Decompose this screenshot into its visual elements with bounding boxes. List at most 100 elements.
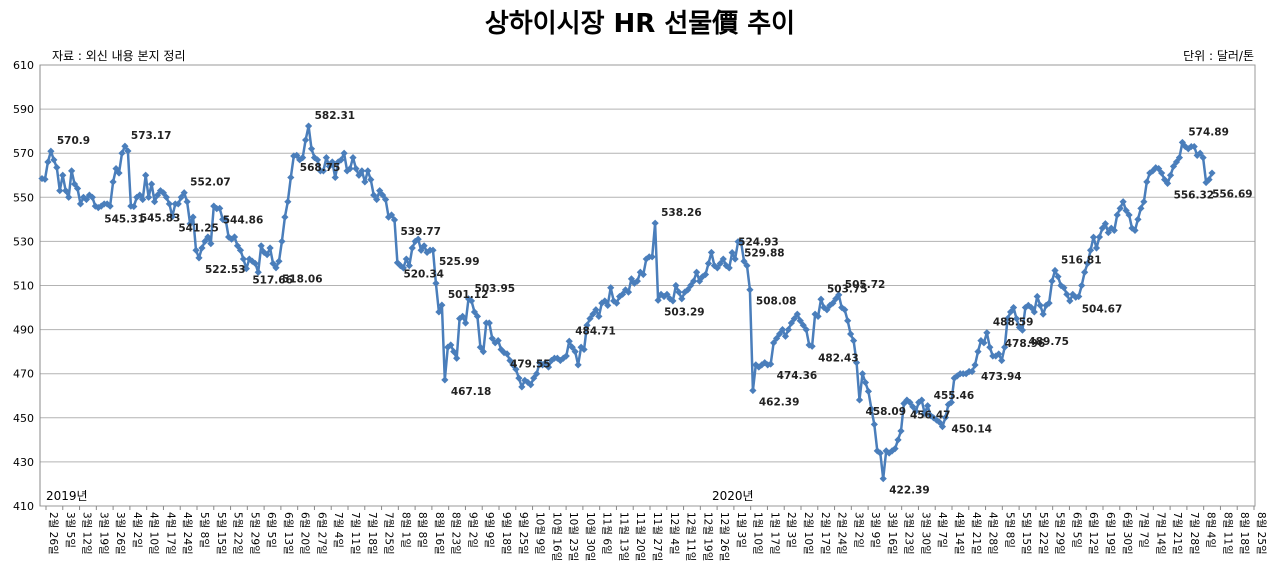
x-tick-label: 8월 4일: [1205, 512, 1218, 548]
data-point: [70, 180, 79, 188]
data-point: [50, 156, 58, 164]
data-point: [663, 290, 671, 298]
data-point: [1060, 284, 1068, 292]
data-point: [1086, 246, 1095, 254]
data-point: [233, 242, 242, 250]
data-point: [168, 212, 176, 221]
data-point: [1143, 178, 1151, 186]
data-point: [1169, 162, 1178, 171]
data-point: [355, 171, 363, 179]
data-point: [882, 447, 890, 455]
data-point: [109, 178, 117, 186]
x-tick-label: 5월 29일: [248, 512, 261, 555]
data-point: [648, 253, 656, 261]
data-point: [921, 409, 929, 417]
data-point: [142, 171, 150, 179]
data-label: 505.72: [845, 279, 886, 291]
data-point: [1001, 343, 1009, 351]
data-point: [414, 235, 422, 243]
data-point: [909, 403, 917, 411]
data-label: 529.88: [744, 248, 785, 260]
data-point: [1054, 273, 1062, 281]
data-label: 539.77: [400, 226, 441, 238]
data-point: [1208, 169, 1216, 177]
data-point: [376, 187, 384, 195]
data-point: [935, 418, 944, 426]
data-point: [633, 277, 641, 285]
data-point: [159, 189, 168, 197]
data-point: [713, 264, 721, 272]
data-point: [1101, 220, 1109, 228]
y-tick-label: 590: [13, 103, 34, 116]
data-point: [1166, 171, 1175, 179]
x-tick-label: 6월 12일: [1087, 512, 1100, 555]
x-tick-label: 6월 20일: [299, 512, 312, 555]
data-point: [1078, 281, 1086, 290]
data-point: [192, 246, 200, 254]
data-point: [41, 175, 49, 183]
data-point: [393, 259, 402, 267]
data-point: [476, 343, 484, 351]
x-tick-label: 8월 25일: [1255, 512, 1268, 555]
data-point: [242, 265, 250, 273]
data-label: 473.94: [981, 371, 1022, 383]
data-point: [565, 337, 573, 345]
data-point: [1012, 314, 1021, 323]
x-axis: 2월 26일 3월 5일 3월 12일 3월 19일 3월 26일 4월 2일 4월 10일…: [45, 506, 1268, 561]
data-point: [953, 372, 961, 380]
data-point: [586, 314, 594, 323]
data-point: [1092, 244, 1101, 252]
data-point: [651, 219, 659, 227]
data-point: [1030, 308, 1038, 316]
data-point: [826, 301, 834, 309]
data-point: [571, 348, 579, 356]
data-point: [838, 303, 846, 312]
data-point: [263, 251, 271, 259]
data-point: [296, 156, 304, 164]
data-point: [639, 270, 647, 279]
data-point: [1036, 301, 1044, 309]
data-label: 556.69: [1212, 189, 1253, 201]
data-point: [461, 319, 470, 327]
y-tick-label: 470: [13, 368, 34, 381]
data-point: [402, 255, 410, 263]
data-point: [145, 193, 153, 201]
data-point: [553, 354, 561, 362]
data-point: [177, 193, 185, 201]
x-tick-label: 5월 15일: [215, 512, 228, 555]
data-point: [136, 191, 144, 199]
x-tick-label: 7월 4일: [332, 512, 345, 548]
x-tick-label: 9월 2일: [466, 512, 479, 548]
data-label: 503.29: [664, 306, 705, 318]
data-point: [1063, 290, 1071, 298]
data-point: [547, 356, 556, 365]
x-tick-label: 8월 11일: [1221, 512, 1234, 555]
data-point: [1205, 176, 1213, 184]
data-point: [186, 220, 194, 228]
data-point: [1051, 266, 1059, 275]
data-point: [716, 259, 724, 268]
data-point: [941, 413, 950, 422]
x-tick-label: 12월 4일: [668, 512, 681, 555]
data-point: [536, 359, 544, 367]
data-point: [429, 246, 437, 254]
data-label: 545.31: [104, 214, 145, 226]
data-point: [1104, 228, 1112, 237]
data-point: [411, 237, 419, 245]
data-point: [725, 264, 733, 272]
data-point: [615, 292, 624, 301]
data-point: [1006, 308, 1015, 316]
x-tick-label: 2월 24일: [836, 512, 849, 555]
data-point: [304, 122, 313, 130]
data-point: [302, 136, 310, 144]
data-point: [562, 352, 570, 360]
x-tick-label: 4월 7일: [936, 512, 949, 548]
x-tick-label: 12월 11일: [685, 512, 698, 561]
data-point: [752, 361, 760, 369]
data-point: [841, 306, 849, 314]
data-point: [527, 381, 535, 389]
data-point: [236, 246, 245, 254]
data-label: 474.36: [777, 370, 818, 382]
data-point: [533, 370, 541, 378]
x-tick-label: 2월 10일: [802, 512, 815, 555]
